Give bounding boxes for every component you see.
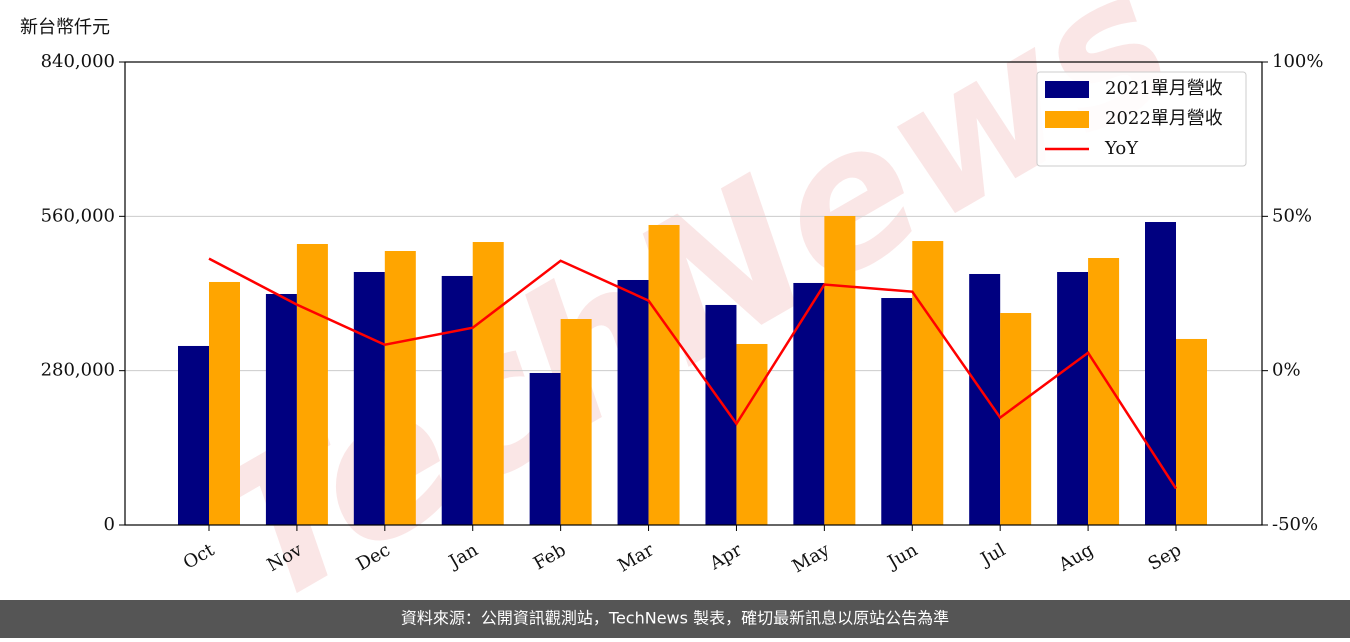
bar: [560, 319, 592, 525]
bar: [1057, 272, 1089, 525]
bar: [353, 272, 385, 525]
bar: [384, 251, 416, 525]
bar: [529, 372, 561, 525]
bar: [793, 282, 825, 525]
bar: [705, 304, 737, 525]
line: [208, 257, 1178, 490]
y2-tick-label: -50%: [1272, 514, 1318, 535]
legend-label: 2022單月營收: [1105, 108, 1223, 129]
footer: 資料來源：公開資訊觀測站，TechNews 製表，確切最新訊息以原站公告為準: [401, 609, 949, 628]
x-tick-label: Sep: [1145, 539, 1185, 574]
footer-band: [0, 600, 1350, 638]
x-tick-label: Jun: [883, 539, 922, 574]
legend-box: [1036, 71, 1247, 167]
bar: [881, 298, 913, 525]
bar: [1145, 222, 1176, 525]
x-tick-label: Aug: [1054, 539, 1097, 576]
y-tick-label: 840,000: [41, 51, 115, 72]
legend-label: YoY: [1104, 138, 1139, 159]
bar: [441, 275, 473, 525]
legend-swatch: [1045, 111, 1089, 128]
bar: [969, 273, 1001, 525]
bar: [617, 279, 649, 525]
bar: [296, 244, 328, 525]
bar: [265, 293, 297, 525]
y-tick-label: 0: [104, 514, 115, 535]
y-tick-label: 560,000: [41, 205, 115, 226]
legend-label: 2021單月營收: [1105, 78, 1223, 99]
y-tick-label: 280,000: [41, 360, 115, 381]
x-tick-label: May: [789, 539, 834, 577]
y2-tick-label: 0%: [1272, 360, 1301, 381]
x-tick-label: Apr: [705, 539, 745, 574]
bar: [824, 216, 856, 525]
bar: [648, 224, 680, 525]
x-tick-label: Jul: [976, 539, 1010, 571]
y2-tick-label: 100%: [1272, 51, 1323, 72]
bar: [209, 281, 240, 525]
bar: [1176, 338, 1207, 525]
y-axis-label: 新台幣仟元: [20, 17, 110, 38]
plot-frame: [124, 61, 1263, 526]
y2-tick-label: 50%: [1272, 205, 1312, 226]
bar: [912, 241, 944, 525]
bar: [472, 242, 504, 526]
bar: [1000, 313, 1032, 525]
x-tick-label: Mar: [614, 539, 658, 576]
legend-swatch: [1045, 81, 1089, 98]
bar: [178, 345, 209, 525]
x-tick-label: Oct: [180, 539, 219, 574]
x-tick-label: Feb: [530, 539, 570, 574]
bar: [736, 343, 768, 525]
